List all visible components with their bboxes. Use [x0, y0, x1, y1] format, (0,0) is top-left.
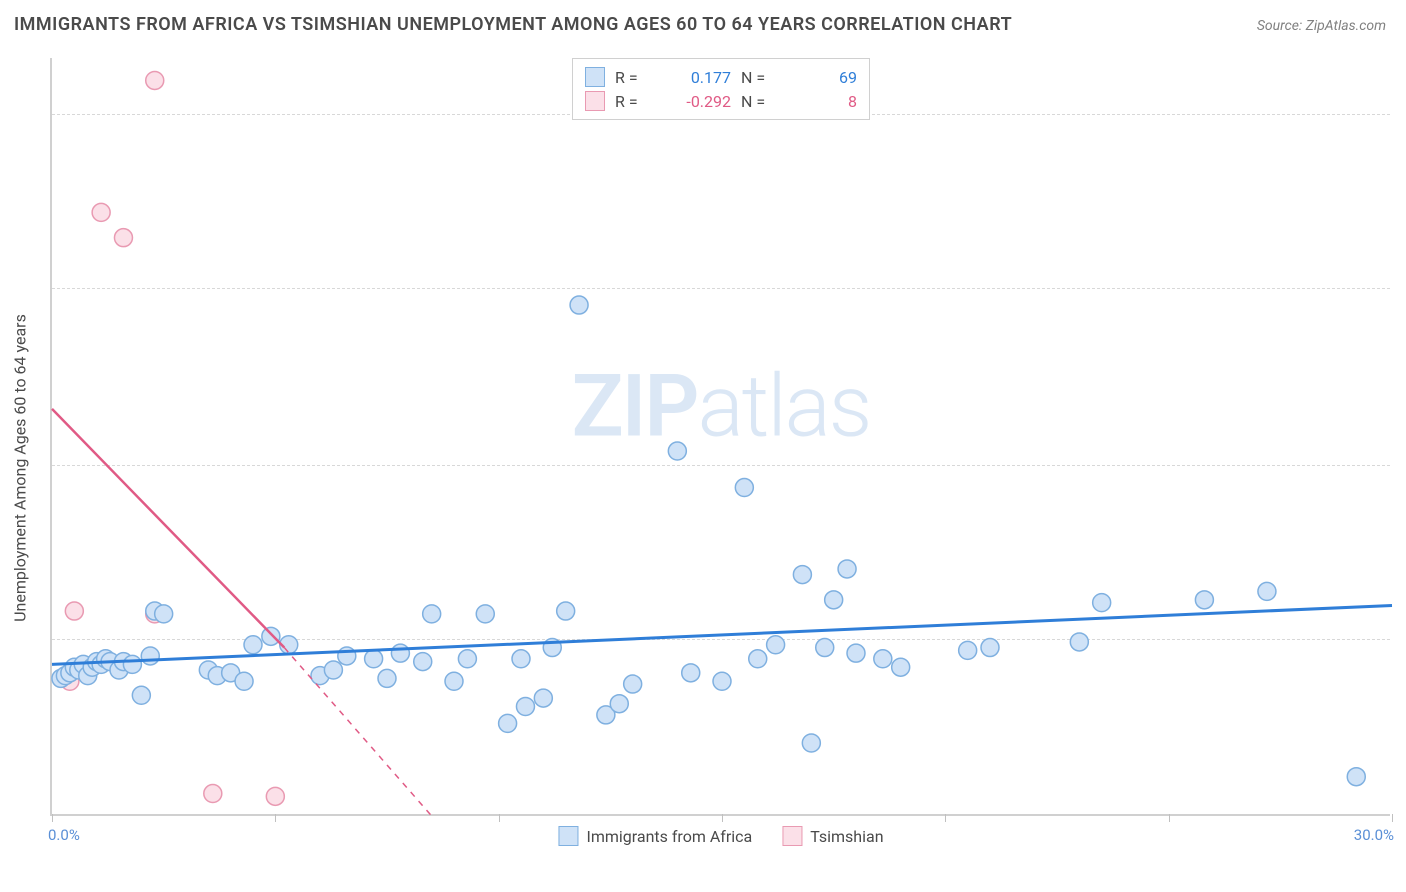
data-point	[874, 650, 892, 668]
r-label-1: R =	[615, 68, 651, 87]
x-tick	[1392, 814, 1393, 822]
r-label-2: R =	[615, 92, 651, 111]
data-point	[92, 203, 110, 221]
data-point	[981, 639, 999, 657]
trend-line-series-2-dashed	[284, 648, 431, 816]
x-tick-min: 0.0%	[48, 826, 80, 844]
legend-bottom-label-2: Tsimshian	[810, 827, 883, 846]
data-point	[767, 636, 785, 654]
n-value-2: 8	[787, 92, 857, 111]
legend-bottom-swatch-2	[782, 826, 802, 846]
data-point	[713, 672, 731, 690]
data-point	[825, 591, 843, 609]
data-point	[324, 661, 342, 679]
plot-area: ZIPatlas 6.3%12.5%18.8%25.0% 0.0% 30.0% …	[50, 58, 1390, 816]
series-legend: Immigrants from Africa Tsimshian	[558, 826, 883, 846]
data-point	[610, 695, 628, 713]
x-tick-max: 30.0%	[1354, 826, 1394, 844]
data-point	[838, 560, 856, 578]
data-point	[793, 566, 811, 584]
legend-bottom-swatch-1	[558, 826, 578, 846]
data-point	[668, 442, 686, 460]
x-tick	[275, 814, 276, 822]
data-point	[682, 664, 700, 682]
legend-row-series-1: R = 0.177 N = 69	[585, 65, 857, 89]
data-point	[458, 650, 476, 668]
data-point	[892, 658, 910, 676]
data-point	[423, 605, 441, 623]
data-point	[155, 605, 173, 623]
legend-item-2: Tsimshian	[782, 826, 883, 846]
data-point	[959, 641, 977, 659]
data-point	[445, 672, 463, 690]
data-point	[378, 669, 396, 687]
data-point	[1258, 582, 1276, 600]
source-attribution: Source: ZipAtlas.com	[1257, 18, 1386, 34]
data-point	[204, 785, 222, 803]
n-label-2: N =	[741, 92, 777, 111]
chart-title: IMMIGRANTS FROM AFRICA VS TSIMSHIAN UNEM…	[14, 14, 1012, 35]
legend-swatch-2	[585, 91, 605, 111]
x-tick	[52, 814, 53, 822]
r-value-2: -0.292	[661, 92, 731, 111]
data-point	[141, 647, 159, 665]
data-point	[476, 605, 494, 623]
data-point	[1093, 594, 1111, 612]
data-point	[847, 644, 865, 662]
r-value-1: 0.177	[661, 68, 731, 87]
data-point	[114, 229, 132, 247]
data-point	[146, 71, 164, 89]
data-point	[1347, 768, 1365, 786]
data-point	[749, 650, 767, 668]
data-point	[65, 602, 83, 620]
y-axis-label: Unemployment Among Ages 60 to 64 years	[11, 314, 30, 622]
data-point	[499, 714, 517, 732]
data-point	[1195, 591, 1213, 609]
legend-swatch-1	[585, 67, 605, 87]
legend-item-1: Immigrants from Africa	[558, 826, 752, 846]
x-tick	[1169, 814, 1170, 822]
data-point	[244, 636, 262, 654]
data-point	[235, 672, 253, 690]
data-point	[802, 734, 820, 752]
data-point	[512, 650, 530, 668]
chart-container: Unemployment Among Ages 60 to 64 years Z…	[50, 58, 1390, 878]
plot-svg	[52, 58, 1390, 814]
x-tick	[499, 814, 500, 822]
x-tick	[722, 814, 723, 822]
data-point	[132, 686, 150, 704]
correlation-legend: R = 0.177 N = 69 R = -0.292 N = 8	[572, 58, 870, 120]
data-point	[534, 689, 552, 707]
data-point	[570, 296, 588, 314]
data-point	[816, 639, 834, 657]
data-point	[735, 479, 753, 497]
n-value-1: 69	[787, 68, 857, 87]
data-point	[414, 653, 432, 671]
data-point	[262, 627, 280, 645]
data-point	[391, 644, 409, 662]
data-point	[365, 650, 383, 668]
data-point	[624, 675, 642, 693]
data-point	[266, 787, 284, 805]
data-point	[1070, 633, 1088, 651]
x-tick	[945, 814, 946, 822]
data-point	[516, 698, 534, 716]
legend-row-series-2: R = -0.292 N = 8	[585, 89, 857, 113]
data-point	[123, 655, 141, 673]
legend-bottom-label-1: Immigrants from Africa	[586, 827, 752, 846]
n-label-1: N =	[741, 68, 777, 87]
data-point	[557, 602, 575, 620]
